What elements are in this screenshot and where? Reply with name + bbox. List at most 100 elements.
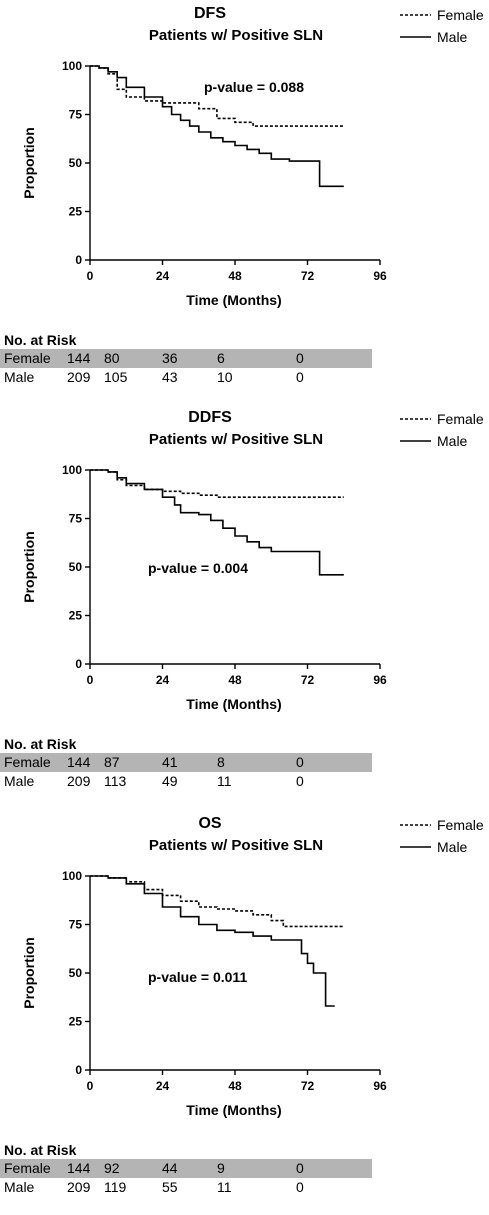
risk-count-cell: 8 — [217, 754, 225, 770]
risk-group-label: Female — [4, 754, 51, 770]
risk-count-cell: 10 — [217, 369, 233, 385]
risk-count-cell: 0 — [296, 369, 304, 385]
legend-label-male: Male — [437, 839, 468, 855]
y-tick-label: 100 — [62, 463, 82, 477]
y-tick-label: 75 — [69, 108, 83, 122]
risk-count-cell: 55 — [162, 1179, 178, 1195]
chart-subtitle: Patients w/ Positive SLN — [149, 837, 323, 854]
risk-count-cell: 113 — [104, 773, 127, 789]
risk-count-cell: 49 — [162, 773, 178, 789]
y-tick-label: 75 — [69, 512, 83, 526]
risk-group-label: Female — [4, 350, 51, 366]
y-tick-label: 25 — [69, 205, 83, 219]
x-tick-label: 96 — [373, 1079, 387, 1093]
risk-group-label: Male — [4, 1179, 35, 1195]
risk-table: No. at Risk Female 144 87 41 8 0 Male 209 113 49 11… — [0, 736, 489, 796]
axes — [89, 66, 380, 261]
x-axis-label: Time (Months) — [186, 292, 281, 308]
chart-title: DFS — [194, 5, 226, 22]
risk-group-label: Male — [4, 369, 35, 385]
risk-count-cell: 6 — [217, 350, 225, 366]
legend-label-male: Male — [437, 433, 468, 449]
risk-table-heading: No. at Risk — [4, 332, 77, 348]
survival-curve-male — [90, 65, 344, 188]
y-tick-label: 75 — [69, 918, 83, 932]
y-axis-label: Proportion — [21, 531, 37, 603]
risk-table-heading: No. at Risk — [4, 1142, 77, 1158]
risk-row-female: Female 144 92 44 9 0 — [0, 1159, 372, 1178]
legend: Female Male — [400, 7, 484, 45]
chart-title: OS — [198, 815, 221, 832]
risk-count-cell: 87 — [104, 754, 120, 770]
y-tick-label: 100 — [62, 869, 82, 883]
y-tick-label: 100 — [62, 59, 82, 73]
y-tick-label: 50 — [69, 560, 83, 574]
risk-count-cell: 144 — [67, 1160, 91, 1176]
risk-row-male: Male 209 105 43 10 0 — [0, 368, 372, 387]
y-axis-label: Proportion — [21, 127, 37, 199]
x-tick-label: 96 — [373, 269, 387, 283]
risk-count-cell: 11 — [217, 1179, 232, 1195]
y-tick-label: 0 — [75, 1063, 82, 1077]
risk-count-cell: 144 — [67, 350, 91, 366]
risk-count-cell: 80 — [104, 350, 120, 366]
risk-table-heading: No. at Risk — [4, 736, 77, 752]
risk-count-cell: 44 — [162, 1160, 178, 1176]
risk-row-male: Male 209 119 55 11 0 — [0, 1178, 372, 1197]
risk-count-cell: 9 — [217, 1160, 225, 1176]
x-tick-label: 48 — [228, 269, 242, 283]
risk-count-cell: 119 — [104, 1179, 127, 1195]
y-tick-label: 50 — [69, 156, 83, 170]
y-tick-label: 25 — [69, 1015, 83, 1029]
km-chart-svg: DFS Patients w/ Positive SLN Female Male 0 25… — [21, 5, 484, 308]
km-panel-os: OS Patients w/ Positive SLN Female Male 0 25 5… — [0, 810, 489, 1215]
risk-count-cell: 144 — [67, 754, 91, 770]
x-tick-label: 72 — [301, 269, 315, 283]
y-tick-label: 25 — [69, 609, 83, 623]
y-axis-label: Proportion — [21, 937, 37, 1009]
x-tick-label: 48 — [228, 1079, 242, 1093]
p-value-annotation: p-value = 0.004 — [148, 560, 248, 576]
km-chart-svg: OS Patients w/ Positive SLN Female Male 0 25 5… — [21, 815, 484, 1118]
chart-subtitle: Patients w/ Positive SLN — [149, 27, 323, 44]
risk-group-label: Female — [4, 1160, 51, 1176]
risk-table: No. at Risk Female 144 92 44 9 0 Male 209 119 55 11… — [0, 1142, 489, 1202]
risk-count-cell: 209 — [67, 369, 91, 385]
x-tick-label: 24 — [156, 1079, 170, 1093]
risk-count-cell: 92 — [104, 1160, 120, 1176]
risk-table: No. at Risk Female 144 80 36 6 0 Male 209 105 43 10… — [0, 332, 489, 392]
x-tick-label: 0 — [87, 673, 94, 687]
risk-count-cell: 105 — [104, 369, 128, 385]
risk-count-cell: 0 — [296, 1160, 304, 1176]
legend: Female Male — [400, 817, 484, 855]
legend-label-male: Male — [437, 29, 468, 45]
risk-group-label: Male — [4, 773, 35, 789]
x-tick-label: 0 — [87, 1079, 94, 1093]
chart-subtitle: Patients w/ Positive SLN — [149, 431, 323, 448]
legend: Female Male — [400, 411, 484, 449]
risk-count-cell: 0 — [296, 773, 304, 789]
p-value-annotation: p-value = 0.011 — [148, 969, 247, 985]
risk-count-cell: 11 — [217, 773, 232, 789]
x-tick-label: 24 — [156, 269, 170, 283]
risk-count-cell: 41 — [162, 754, 178, 770]
km-panel-dfs: DFS Patients w/ Positive SLN Female Male 0 25… — [0, 0, 489, 405]
survival-curve-male — [90, 875, 335, 1007]
chart-title: DDFS — [188, 409, 232, 426]
y-tick-label: 0 — [75, 657, 82, 671]
x-tick-label: 24 — [156, 673, 170, 687]
risk-row-female: Female 144 87 41 8 0 — [0, 753, 372, 772]
risk-row-female: Female 144 80 36 6 0 — [0, 349, 372, 368]
risk-count-cell: 209 — [67, 773, 91, 789]
legend-label-female: Female — [437, 7, 484, 23]
risk-count-cell: 0 — [296, 350, 304, 366]
risk-count-cell: 36 — [162, 350, 178, 366]
risk-count-cell: 209 — [67, 1179, 91, 1195]
risk-row-male: Male 209 113 49 11 0 — [0, 772, 372, 791]
y-tick-label: 50 — [69, 966, 83, 980]
x-tick-label: 96 — [373, 673, 387, 687]
risk-count-cell: 0 — [296, 1179, 304, 1195]
survival-curve-male — [90, 469, 344, 576]
km-chart-svg: DDFS Patients w/ Positive SLN Female Male 0 2… — [21, 409, 484, 712]
x-tick-label: 0 — [87, 269, 94, 283]
